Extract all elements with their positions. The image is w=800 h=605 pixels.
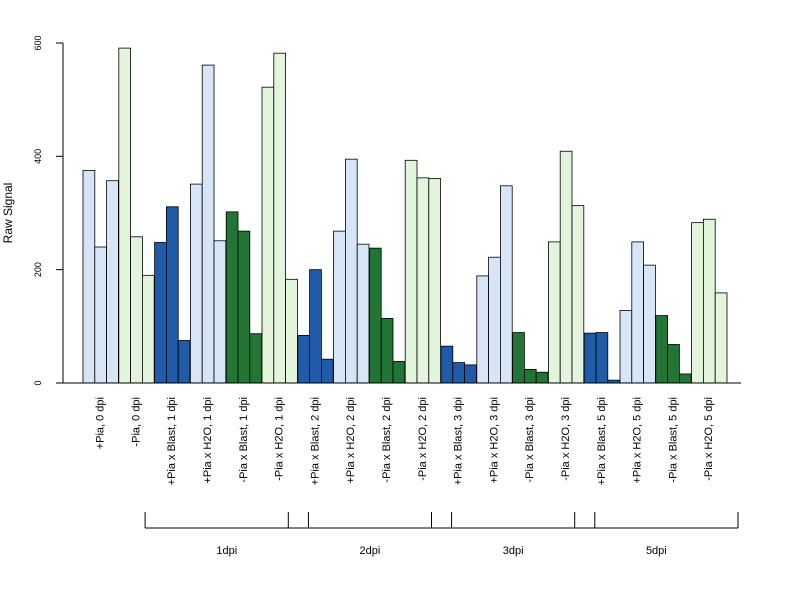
bar [261, 86, 275, 384]
bar [499, 185, 513, 384]
bar [368, 247, 382, 384]
x-tick-label: -Pia x Blast, 1 dpi [238, 397, 250, 483]
bar [691, 222, 704, 384]
bar [643, 264, 656, 384]
x-tick-label: +Pia x Blast, 5 dpi [596, 397, 608, 485]
x-tick-label: -Pia x Blast, 2 dpi [381, 397, 393, 483]
y-tick-label: 200 [33, 262, 43, 277]
bar [165, 206, 179, 384]
bar [237, 230, 251, 384]
group-label: 5dpi [646, 545, 667, 557]
bars [82, 47, 728, 384]
y-axis-label: Raw Signal [1, 183, 15, 244]
bar [488, 256, 501, 384]
bar [273, 52, 286, 384]
x-tick-label: +Pia x H2O, 5 dpi [632, 397, 644, 484]
bar [416, 177, 430, 384]
x-tick-label: +Pia x Blast, 1 dpi [166, 397, 178, 485]
bar [285, 278, 298, 384]
bar [559, 150, 573, 384]
bar [213, 240, 227, 384]
bar [225, 211, 239, 384]
x-tick-label: -Pia x H2O, 1 dpi [274, 397, 286, 481]
y-tick-label: 0 [33, 380, 43, 385]
bar [703, 218, 716, 384]
bar [356, 243, 370, 384]
bar [464, 364, 477, 384]
bar [679, 373, 692, 384]
bar [440, 345, 454, 384]
bar [476, 275, 489, 384]
bar [714, 292, 728, 384]
group-label: 3dpi [503, 545, 524, 557]
x-tick-label: -Pia x H2O, 2 dpi [417, 397, 429, 481]
group-label: 1dpi [216, 545, 237, 557]
bar [595, 332, 609, 384]
bar [106, 180, 119, 384]
y-tick-label: 600 [33, 35, 43, 50]
bar [118, 47, 132, 384]
bar [548, 241, 561, 384]
bar [177, 340, 191, 384]
y-axis: 0 200 400 600 [33, 35, 64, 386]
bar [404, 159, 418, 384]
x-tick-label: -Pia x H2O, 3 dpi [560, 397, 572, 481]
bar [309, 269, 322, 384]
bar [333, 230, 346, 384]
bar [380, 317, 394, 384]
bar [201, 64, 215, 384]
bar [583, 332, 597, 384]
group-brackets: 1dpi 2dpi 3dpi 5dpi [144, 512, 739, 557]
x-tick-labels: +Pia, 0 dpi -Pia, 0 dpi +Pia x Blast, 1 dp… [95, 397, 716, 485]
bar [189, 183, 203, 384]
bar [535, 371, 549, 384]
bar [428, 178, 441, 384]
bar [249, 333, 263, 384]
bar [631, 241, 644, 384]
bar [82, 170, 96, 384]
bar [94, 246, 108, 384]
group-label: 2dpi [360, 545, 381, 557]
bar [154, 242, 167, 384]
bar [320, 358, 334, 384]
bar [667, 344, 680, 384]
bar [452, 362, 465, 384]
x-tick-label: -Pia x Blast, 3 dpi [524, 397, 536, 483]
bar [344, 158, 358, 384]
x-tick-label: +Pia x Blast, 2 dpi [309, 397, 321, 485]
x-tick-label: +Pia x H2O, 1 dpi [202, 397, 214, 484]
x-tick-label: +Pia x Blast, 3 dpi [453, 397, 465, 485]
x-tick-label: -Pia, 0 dpi [130, 397, 142, 447]
x-tick-label: +Pia x H2O, 2 dpi [345, 397, 357, 484]
y-tick-label: 400 [33, 149, 43, 164]
x-tick-label: +Pia x H2O, 3 dpi [488, 397, 500, 484]
bar [512, 332, 525, 384]
x-tick-label: +Pia, 0 dpi [95, 397, 107, 449]
bar [655, 315, 668, 384]
bar [130, 236, 143, 384]
bar [524, 368, 537, 384]
bar [392, 361, 406, 384]
x-tick-label: -Pia x H2O, 5 dpi [703, 397, 715, 481]
bar [619, 310, 633, 384]
bar [141, 274, 155, 384]
x-tick-label: -Pia x Blast, 5 dpi [667, 397, 679, 483]
bar [297, 334, 310, 384]
bar [571, 205, 585, 384]
